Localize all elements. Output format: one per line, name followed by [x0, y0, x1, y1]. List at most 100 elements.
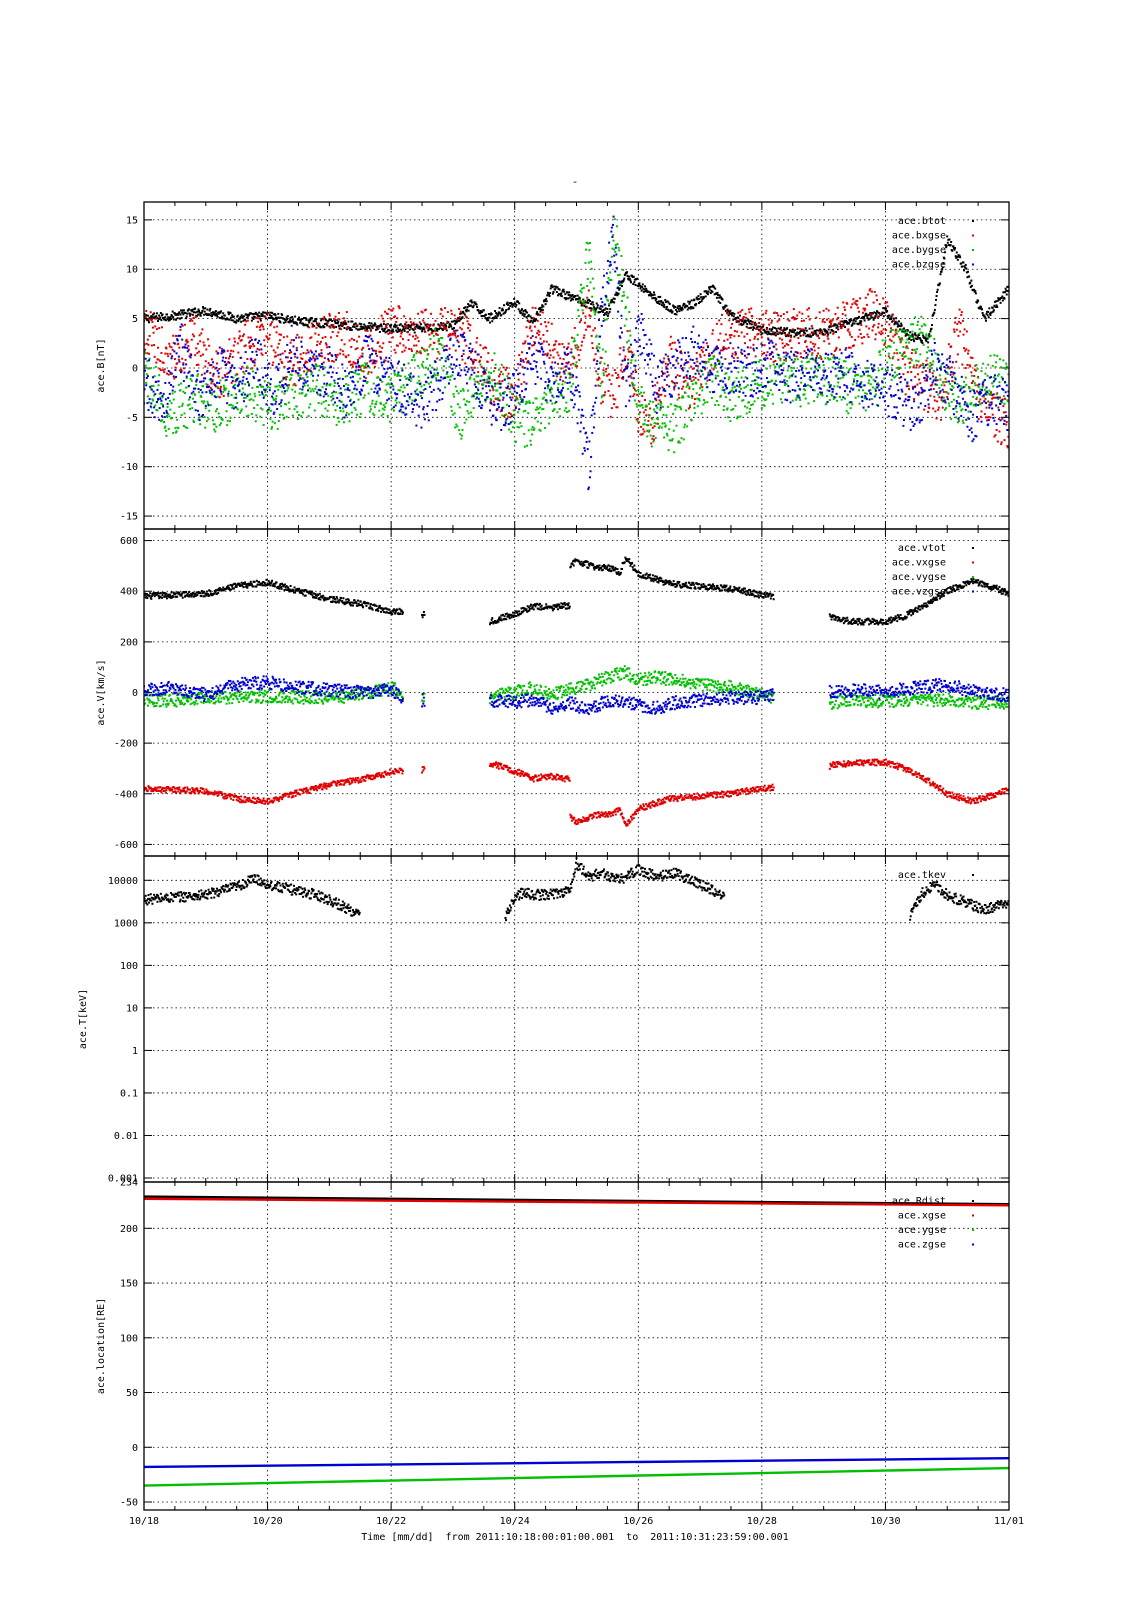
data-point	[318, 369, 321, 372]
data-point	[472, 304, 475, 307]
data-point	[290, 356, 293, 359]
data-point	[747, 308, 750, 311]
data-point	[450, 320, 453, 323]
data-point	[250, 345, 253, 348]
data-point	[811, 342, 814, 345]
data-point	[226, 372, 229, 375]
data-point	[650, 294, 653, 297]
data-point	[664, 298, 667, 301]
data-point	[170, 357, 173, 360]
data-point	[814, 331, 817, 334]
data-point	[244, 323, 247, 326]
data-point	[819, 354, 822, 357]
data-point	[216, 314, 219, 317]
data-point	[718, 294, 721, 297]
data-point	[349, 360, 352, 363]
data-point	[280, 380, 283, 383]
data-point	[660, 300, 663, 303]
data-point	[533, 325, 536, 328]
data-point	[203, 377, 206, 380]
data-point	[367, 325, 370, 328]
data-point	[701, 373, 704, 376]
data-point	[748, 327, 751, 330]
data-point	[212, 311, 215, 314]
data-point	[234, 380, 237, 383]
data-point	[442, 324, 445, 327]
data-point	[972, 389, 975, 392]
data-point	[954, 321, 957, 324]
data-point	[948, 367, 951, 370]
data-point	[281, 314, 284, 317]
data-point	[855, 382, 858, 385]
data-point	[781, 342, 784, 345]
data-point	[622, 268, 625, 271]
data-point	[208, 344, 211, 347]
data-point	[475, 375, 478, 378]
data-point	[986, 374, 989, 377]
data-point	[202, 402, 205, 405]
data-point	[877, 322, 880, 325]
data-point	[163, 415, 166, 418]
data-point	[167, 412, 170, 415]
data-point	[512, 393, 515, 396]
data-point	[550, 386, 553, 389]
data-point	[801, 364, 804, 367]
data-point	[318, 353, 321, 356]
data-point	[271, 321, 274, 324]
data-point	[842, 321, 845, 324]
data-point	[712, 368, 715, 371]
data-point	[375, 360, 378, 363]
data-point	[383, 408, 386, 411]
data-point	[546, 387, 549, 390]
data-point	[952, 247, 955, 250]
data-point	[493, 352, 496, 355]
data-point	[198, 416, 201, 419]
data-point	[245, 377, 248, 380]
data-point	[497, 311, 500, 314]
data-point	[281, 352, 284, 355]
data-point	[818, 366, 821, 369]
data-point	[231, 316, 234, 319]
data-point	[799, 405, 802, 408]
data-point	[774, 343, 777, 346]
data-point	[326, 409, 329, 412]
data-point	[843, 371, 846, 374]
data-point	[541, 311, 544, 314]
data-point	[246, 319, 249, 322]
data-point	[910, 335, 913, 338]
data-point	[884, 307, 887, 310]
data-point	[189, 319, 192, 322]
data-point	[688, 300, 691, 303]
data-point	[759, 330, 762, 333]
data-point	[439, 358, 442, 361]
data-point	[843, 308, 846, 311]
data-point	[567, 387, 570, 390]
data-point	[658, 425, 661, 428]
data-point	[482, 373, 485, 376]
data-point	[759, 329, 762, 332]
data-point	[231, 379, 234, 382]
data-point	[533, 417, 536, 420]
data-point	[885, 346, 888, 349]
data-point	[207, 402, 210, 405]
data-point	[993, 379, 996, 382]
data-point	[353, 323, 356, 326]
data-point	[160, 419, 163, 422]
data-point	[604, 370, 607, 373]
data-point	[299, 320, 302, 323]
data-point	[195, 380, 198, 383]
data-point	[271, 426, 274, 429]
data-point	[453, 395, 456, 398]
data-point	[783, 355, 786, 358]
data-point	[922, 343, 925, 346]
data-point	[876, 316, 879, 319]
data-point	[770, 329, 773, 332]
data-point	[688, 406, 691, 409]
data-point	[498, 380, 501, 383]
data-point	[240, 408, 243, 411]
data-point	[350, 320, 353, 323]
data-point	[741, 320, 744, 323]
data-point	[500, 309, 503, 312]
data-point	[701, 350, 704, 353]
data-point	[462, 389, 465, 392]
